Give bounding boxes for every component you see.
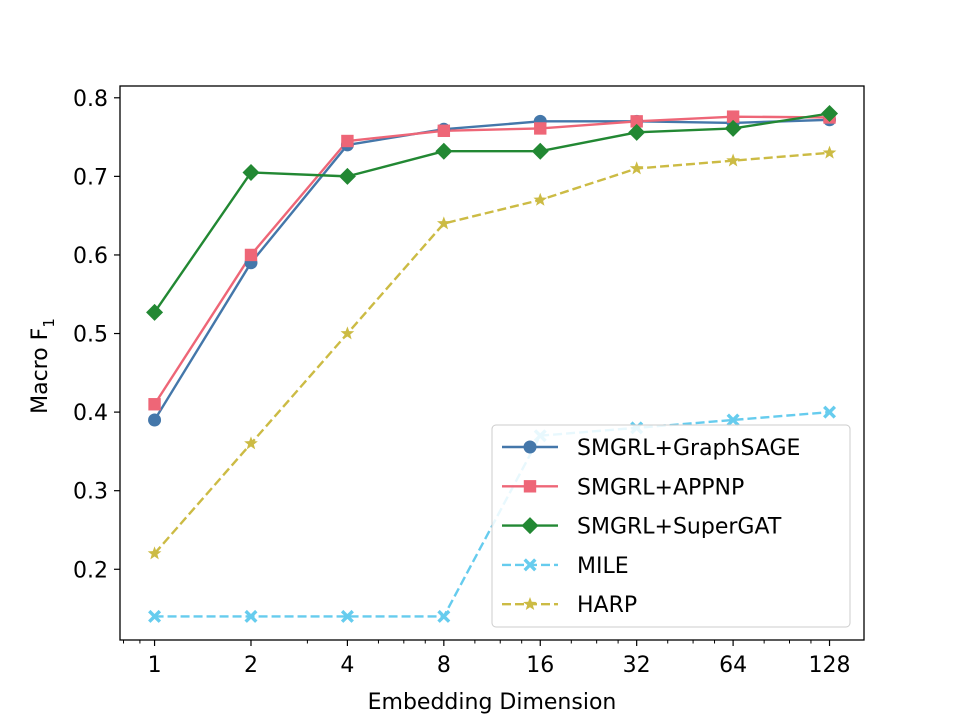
legend-label-smgrl-supergat: SMGRL+SuperGAT [577,515,782,540]
y-axis-ticks: 0.2 0.3 0.4 0.5 0.6 0.7 0.8 [73,87,120,583]
legend-label-smgrl-appnp: SMGRL+APPNP [577,475,744,500]
series-lines [153,112,830,618]
y-axis-label-subscript: 1 [40,318,58,328]
data-point-harp [822,145,837,159]
data-point-mile [340,609,354,623]
y-tick-label: 0.4 [73,401,108,426]
legend-marker-smgrl-supergat [521,517,539,535]
legend-label-smgrl-graphsage: SMGRL+GraphSAGE [577,436,800,461]
data-point-harp [244,436,258,450]
legend-marker-harp [523,597,537,611]
data-point-smgrl-supergat [242,163,260,181]
series-line-smgrl-supergat [153,112,830,313]
x-tick-label: 8 [437,653,451,678]
data-point-harp [629,161,644,175]
data-point-smgrl-appnp [726,110,740,123]
data-point-smgrl-appnp [244,248,258,262]
data-point-smgrl-appnp [437,124,451,137]
data-point-harp [533,192,548,206]
legend-box [491,424,851,628]
series-line-smgrl-appnp [153,115,830,405]
y-axis-label-main: Macro F [28,328,53,414]
legend-label-mile: MILE [577,554,629,579]
data-point-smgrl-supergat [338,167,356,185]
data-point-smgrl-graphsage [148,413,162,427]
y-tick-label: 0.6 [73,244,108,269]
data-point-smgrl-supergat [821,105,839,123]
data-point-harp [436,216,451,230]
legend-label-harp: HARP [577,593,637,618]
legend-marker-smgrl-graphsage [523,440,537,454]
y-tick-label: 0.3 [73,480,108,505]
x-tick-label: 1 [148,653,162,678]
data-point-smgrl-supergat [724,119,742,137]
data-point-smgrl-supergat [531,142,549,160]
x-tick-label: 64 [719,653,747,678]
data-point-mile [437,609,451,623]
data-point-smgrl-supergat [628,123,646,141]
x-tick-label: 32 [623,653,651,678]
y-axis-label: Macro F1 [28,318,58,414]
data-point-smgrl-appnp [534,122,547,135]
x-axis-label: Embedding Dimension [368,690,617,715]
data-point-smgrl-appnp [630,115,643,128]
series-markers [146,105,839,623]
series-line-harp [153,151,830,555]
data-point-mile [823,405,837,419]
series-line-smgrl-graphsage [153,118,830,421]
x-tick-label: 2 [244,653,258,678]
plot-frame [119,85,865,641]
legend-marker-mile [523,558,537,572]
x-tick-label: 128 [809,653,851,678]
y-tick-label: 0.2 [73,558,108,583]
data-point-smgrl-supergat [146,303,164,321]
data-point-harp [340,326,355,340]
y-tick-label: 0.8 [73,87,108,112]
data-point-smgrl-supergat [435,142,453,160]
data-point-mile [726,413,740,427]
y-tick-label: 0.7 [73,165,108,190]
data-point-smgrl-appnp [148,398,161,411]
data-point-harp [726,153,740,167]
x-tick-label: 4 [340,653,354,678]
x-axis-ticks: 1 2 4 8 16 32 64 128 [123,640,851,678]
legend: SMGRL+GraphSAGE SMGRL+APPNP SMGRL+SuperGAT… [491,424,851,628]
x-tick-label: 16 [526,653,554,678]
data-point-mile [244,609,258,623]
legend-marker-smgrl-appnp [523,480,537,493]
y-tick-label: 0.5 [73,323,108,348]
data-point-mile [148,609,162,623]
data-point-harp [147,546,162,560]
data-point-smgrl-appnp [341,134,354,148]
